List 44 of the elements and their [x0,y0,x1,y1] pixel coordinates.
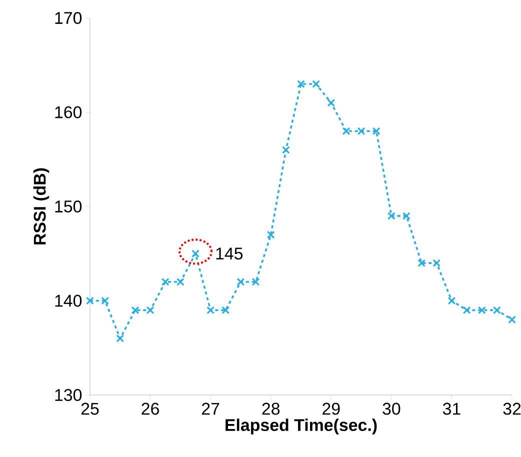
point [372,127,380,136]
point [342,127,350,136]
y-tick-label: 150 [55,200,82,212]
x-tick-label: 25 [81,402,99,415]
point [312,80,320,88]
point [282,146,290,154]
point [508,316,516,324]
x-tick-label: 27 [202,402,220,415]
point [176,278,184,286]
y-tick-label: 160 [55,106,82,118]
point [448,296,456,305]
y-tick-label: 130 [55,389,82,401]
point [418,259,426,268]
point [327,98,336,107]
point [402,212,410,220]
point [478,306,486,314]
point [116,334,124,342]
point [252,278,260,286]
point [236,278,245,286]
x-tick-label: 29 [322,402,340,415]
y-tick-label: 140 [55,294,82,307]
y-axis-title: RSSI (dB) [33,168,50,244]
point [432,259,441,268]
point [206,306,215,314]
point [131,306,140,314]
point [297,80,305,88]
point [161,278,170,286]
point [266,230,275,239]
x-tick-label: 32 [503,402,521,415]
point [462,306,471,314]
x-tick-label: 26 [142,402,159,415]
point [387,212,396,220]
point [222,306,230,314]
point [357,127,366,136]
point [86,296,94,305]
point [146,306,154,314]
x-tick-label: 30 [382,402,400,415]
annotation: 145 [216,248,243,260]
point [492,306,501,314]
x-axis-title: Elapsed Time(sec.) [226,418,377,434]
y-tick-label: 170 [55,12,82,24]
point [101,296,110,305]
x-tick-label: 31 [442,402,460,415]
x-tick-label: 28 [262,402,280,415]
